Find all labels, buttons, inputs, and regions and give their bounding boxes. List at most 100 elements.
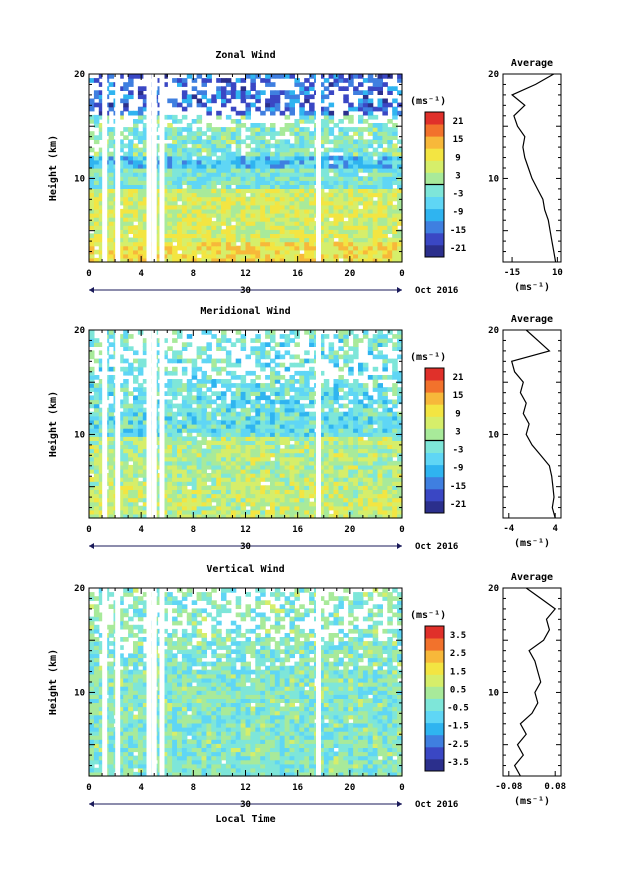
heatmap-cell — [323, 473, 330, 478]
heatmap-cell — [323, 229, 330, 234]
heatmap-cell — [343, 403, 349, 409]
heatmap-cell — [128, 436, 134, 441]
heatmap-cell — [323, 501, 330, 507]
heatmap-cell — [362, 188, 369, 194]
heatmap-cell — [167, 497, 173, 503]
heatmap-cell — [255, 358, 261, 364]
heatmap-cell — [221, 176, 227, 181]
heatmap-cell — [123, 106, 129, 112]
heatmap-cell — [89, 200, 95, 206]
heatmap-cell — [206, 485, 212, 490]
heatmap-cell — [172, 387, 178, 392]
heatmap-cell — [274, 159, 281, 165]
heatmap-cell — [201, 188, 207, 194]
heatmap-cell — [294, 436, 300, 441]
heatmap-cell — [353, 460, 359, 466]
heatmap-cell — [382, 362, 388, 368]
heatmap-cell — [191, 497, 198, 503]
heatmap-cell — [260, 489, 266, 495]
heatmap-cell — [250, 473, 256, 478]
heatmap-cell — [279, 469, 286, 474]
heatmap-cell — [260, 127, 266, 132]
heatmap-cell — [128, 213, 134, 218]
heatmap-cell — [89, 419, 95, 425]
heatmap-cell — [181, 452, 188, 458]
heatmap-cell — [118, 342, 124, 347]
heatmap-cell — [186, 464, 193, 470]
heatmap-cell — [377, 123, 383, 128]
heatmap-cell — [304, 456, 310, 462]
heatmap-cell — [274, 395, 281, 401]
heatmap-cell — [93, 497, 100, 503]
heatmap-cell — [358, 188, 364, 194]
heatmap-cell — [304, 119, 310, 124]
heatmap-cell — [181, 473, 188, 478]
heatmap-cell — [177, 237, 183, 243]
heatmap-cell — [318, 135, 325, 140]
heatmap-cell — [201, 217, 207, 222]
heatmap-cell — [279, 184, 286, 189]
heatmap-cell — [294, 127, 300, 132]
heatmap-cell — [225, 131, 232, 136]
heatmap-cell — [133, 188, 139, 194]
heatmap-cell — [323, 110, 330, 116]
heatmap-cell — [299, 184, 305, 189]
heatmap-cell — [206, 399, 212, 405]
heatmap-cell — [225, 489, 232, 495]
heatmap-cell — [108, 221, 115, 226]
heatmap-cell — [284, 456, 291, 462]
heatmap-cell — [186, 200, 193, 206]
heatmap-cell — [309, 460, 315, 466]
heatmap-cell — [382, 473, 388, 478]
heatmap-cell — [230, 489, 237, 495]
heatmap-cell — [240, 159, 247, 165]
heatmap-cell — [260, 354, 266, 360]
heatmap-cell — [177, 135, 183, 140]
heatmap-cell — [216, 155, 222, 161]
heatmap-cell — [284, 241, 291, 247]
heatmap-cell — [186, 184, 193, 189]
heatmap-cell — [362, 366, 369, 372]
heatmap-cell — [304, 415, 310, 421]
heatmap-cell — [172, 456, 178, 462]
heatmap-cell — [358, 217, 364, 222]
heatmap-cell — [118, 184, 124, 189]
heatmap-cell — [206, 241, 212, 247]
heatmap-cell — [343, 229, 349, 234]
heatmap-cell — [265, 432, 271, 437]
heatmap-cell — [318, 370, 325, 376]
heatmap-cell — [338, 127, 344, 132]
heatmap-cell — [162, 180, 168, 185]
heatmap-cell — [255, 436, 261, 441]
heatmap-cell — [172, 354, 178, 360]
data-gap — [316, 330, 321, 518]
heatmap-cell — [323, 477, 330, 482]
heatmap-cell — [225, 192, 232, 198]
heatmap-cell — [225, 362, 232, 368]
x-tick-label: 0 — [86, 269, 91, 279]
heatmap-cell — [372, 464, 379, 470]
heatmap-cell — [265, 74, 271, 79]
heatmap-cell — [133, 135, 139, 140]
heatmap-cell — [294, 407, 300, 413]
heatmap-cell — [274, 233, 281, 239]
heatmap-cell — [181, 159, 188, 165]
heatmap-cell — [304, 237, 310, 243]
heatmap-cell — [397, 428, 403, 433]
heatmap-cell — [343, 127, 349, 132]
data-gap — [102, 74, 108, 262]
heatmap-cell — [181, 424, 188, 429]
heatmap-cell — [358, 460, 364, 466]
heatmap-cell — [186, 229, 193, 234]
heatmap-cell — [137, 509, 144, 515]
heatmap-cell — [221, 473, 227, 478]
heatmap-cell — [211, 464, 217, 470]
heatmap-cell — [397, 90, 403, 95]
heatmap-cell — [118, 509, 124, 515]
heatmap-cell — [118, 114, 124, 120]
heatmap-cell — [279, 139, 286, 145]
heatmap-cell — [270, 485, 276, 490]
heatmap-cell — [270, 110, 276, 116]
heatmap-cell — [270, 241, 276, 247]
heatmap-cell — [392, 464, 398, 470]
